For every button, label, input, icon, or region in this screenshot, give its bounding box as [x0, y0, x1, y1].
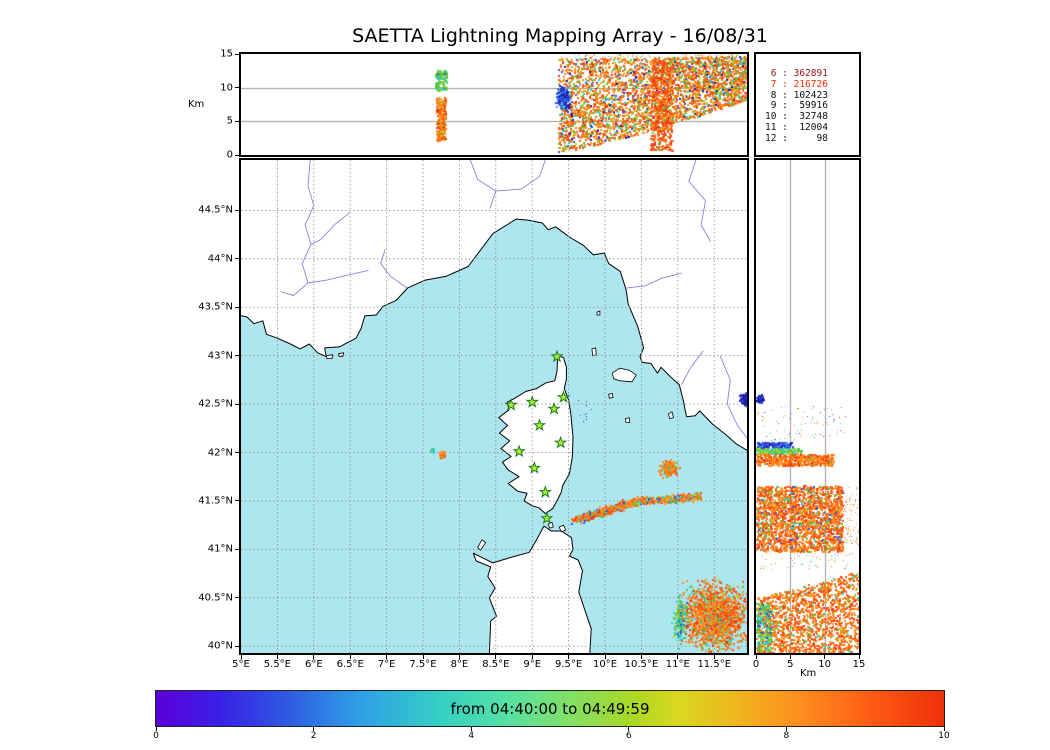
time-colorbar: from 04:40:00 to 04:49:59	[155, 690, 945, 727]
tick-label: 8°E	[450, 659, 469, 670]
tick-mark	[235, 87, 239, 89]
station-count-row: 9 : 59916	[765, 100, 828, 112]
tick-mark	[858, 655, 860, 659]
tick-mark	[755, 655, 757, 659]
tick-mark	[713, 655, 715, 659]
tick-label: 5	[226, 115, 233, 127]
tick-label: 43.5°N	[198, 301, 233, 313]
altitude-latitude-scatter-canvas	[756, 160, 859, 653]
tick-label: 2	[310, 731, 317, 741]
tick-label: 8	[783, 731, 790, 741]
tick-mark	[235, 209, 239, 211]
tick-label: 11°E	[665, 659, 690, 670]
colorbar-time-range-label: from 04:40:00 to 04:49:59	[450, 699, 650, 718]
tick-label: 5°E	[232, 659, 250, 670]
tick-label: 11.5°E	[697, 659, 732, 670]
altitude-vs-latitude-panel	[754, 158, 861, 655]
figure-title: SAETTA Lightning Mapping Array - 16/08/3…	[352, 25, 768, 47]
tick-label: 8.5°E	[482, 659, 510, 670]
tick-label: 4	[468, 731, 475, 741]
tick-mark	[235, 154, 239, 156]
tick-mark	[235, 258, 239, 260]
station-count-row: 11 : 12004	[765, 121, 828, 133]
tick-label: 40°N	[207, 640, 233, 652]
tick-mark	[495, 655, 497, 659]
altitude-vs-longitude-panel	[239, 52, 749, 157]
tick-label: 10	[938, 731, 950, 741]
tick-label: 6.5°E	[336, 659, 364, 670]
tick-mark	[386, 655, 388, 659]
tick-label: 15	[852, 659, 866, 670]
tick-label: 7.5°E	[409, 659, 437, 670]
tick-label: 7°E	[377, 659, 396, 670]
tick-label: 5	[787, 659, 794, 670]
tick-mark	[235, 403, 239, 405]
tick-mark	[313, 655, 315, 659]
tick-mark	[824, 655, 826, 659]
tick-mark	[458, 655, 460, 659]
map-panel	[239, 158, 749, 655]
tick-label: 42.5°N	[198, 398, 233, 410]
tick-label: 41.5°N	[198, 495, 233, 507]
tick-label: 44°N	[207, 253, 233, 265]
tick-label: 9.5°E	[555, 659, 583, 670]
tick-mark	[276, 655, 278, 659]
tick-label: 9°E	[523, 659, 542, 670]
station-count-row: 8 : 102423	[765, 89, 828, 101]
station-count-row: 6 : 362891	[765, 68, 828, 79]
tick-label: 10.5°E	[624, 659, 659, 670]
tick-mark	[349, 655, 351, 659]
tick-label: 42°N	[207, 447, 233, 458]
tick-mark	[240, 655, 242, 659]
tick-mark	[943, 727, 945, 731]
tick-mark	[313, 727, 315, 731]
tick-label: 0	[752, 659, 760, 670]
right-panel-altitude-axis-label: Km	[800, 668, 817, 679]
tick-mark	[785, 727, 787, 731]
station-count-row: 10 : 32748	[765, 111, 828, 123]
tick-mark	[155, 727, 157, 731]
altitude-longitude-scatter-canvas	[241, 54, 747, 155]
tick-label: 43°N	[207, 350, 233, 362]
tick-label: 6	[625, 731, 632, 741]
tick-label: 40.5°N	[198, 592, 233, 604]
map-lightning-scatter-canvas	[241, 160, 747, 653]
tick-mark	[628, 727, 630, 731]
station-count-row: 7 : 216726	[765, 78, 828, 90]
tick-mark	[789, 655, 791, 659]
tick-mark	[235, 120, 239, 122]
tick-mark	[677, 655, 679, 659]
top-panel-altitude-axis-label: Km	[188, 99, 205, 110]
tick-mark	[235, 355, 239, 357]
tick-label: 6°E	[304, 659, 323, 670]
tick-mark	[235, 306, 239, 308]
tick-label: 10°E	[592, 659, 618, 670]
tick-label: 10	[818, 659, 832, 670]
tick-mark	[235, 500, 239, 502]
station-count-row: 12 : 98	[765, 132, 828, 144]
tick-mark	[470, 727, 472, 731]
tick-mark	[531, 655, 533, 659]
tick-mark	[235, 645, 239, 647]
tick-label: 5.5°E	[263, 659, 292, 670]
tick-label: 41°N	[207, 543, 233, 555]
tick-mark	[235, 597, 239, 599]
tick-mark	[604, 655, 606, 659]
tick-mark	[422, 655, 424, 659]
station-count-box: 6 : 362891 7 : 216726 8 : 102423 9 : 599…	[754, 52, 861, 157]
tick-mark	[568, 655, 570, 659]
tick-mark	[235, 548, 239, 550]
tick-label: 44.5°N	[198, 204, 233, 216]
tick-label: 0	[153, 731, 159, 741]
tick-label: 15	[220, 48, 233, 60]
tick-mark	[235, 53, 239, 55]
tick-label: 10	[220, 82, 233, 94]
tick-label: 0	[226, 149, 233, 161]
tick-mark	[235, 452, 239, 453]
tick-mark	[640, 655, 642, 659]
